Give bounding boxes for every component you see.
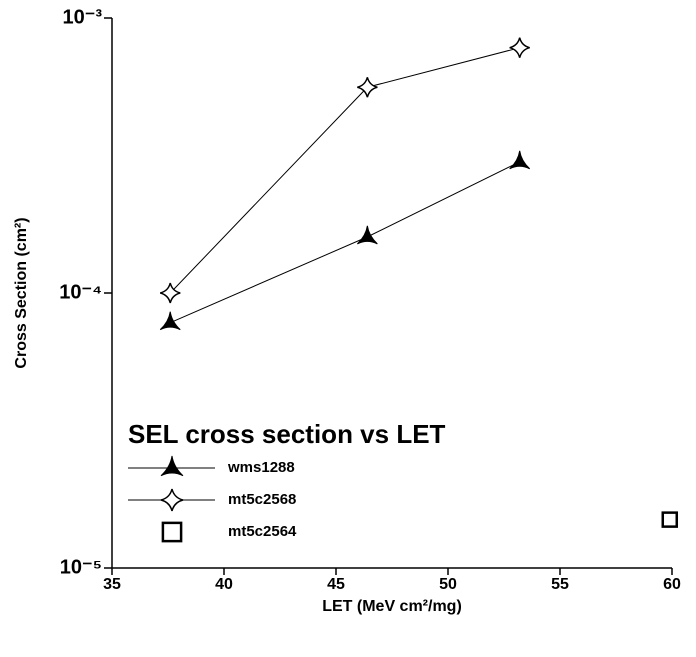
series-line [170,161,520,324]
data-point [509,37,530,58]
legend-title: SEL cross section vs LET [128,419,446,449]
data-point [357,77,378,98]
data-point [661,511,679,528]
x-tick-label: 45 [327,576,345,593]
x-tick-label: 40 [215,576,233,593]
y-tick-label: 10⁻³ [63,6,103,28]
data-point [357,225,378,245]
x-tick-label: 60 [663,576,681,593]
legend-label: mt5c2564 [228,523,297,540]
legend-marker [160,488,184,512]
legend-marker [160,455,184,477]
x-tick-label: 50 [439,576,457,593]
x-tick-label: 55 [551,576,569,593]
data-point [160,282,181,304]
y-tick-label: 10⁻⁵ [60,556,102,578]
x-tick-label: 35 [103,576,121,593]
y-tick-label: 10⁻⁴ [59,281,102,303]
series-line [169,47,520,294]
y-axis-title: Cross Section (cm²) [13,217,30,368]
data-point [509,150,531,170]
legend-label: wms1288 [227,459,295,476]
data-point [159,311,181,331]
legend-label: mt5c2568 [228,491,296,508]
x-axis-title: LET (MeV cm²/mg) [322,598,462,615]
legend-marker [161,521,183,543]
